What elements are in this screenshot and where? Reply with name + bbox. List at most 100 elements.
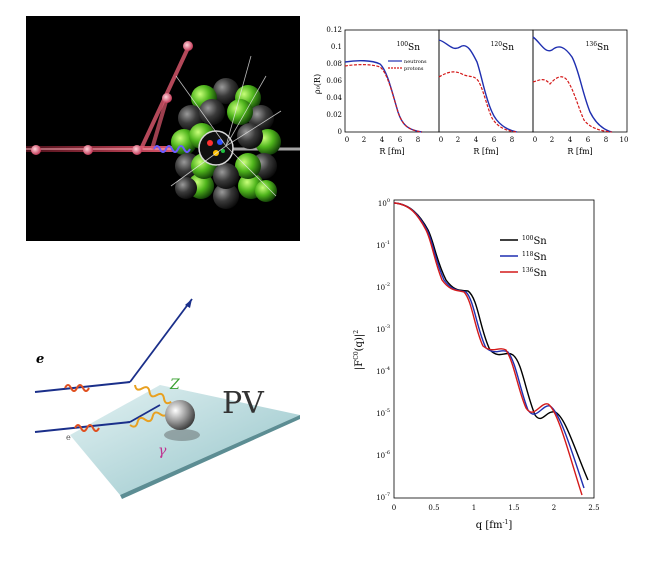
density-label-100: 100Sn [397,41,421,53]
ff-curve-100 [393,202,589,481]
ff-legend-label-118: 118Sn [522,251,547,263]
ff-curve-118 [393,202,585,489]
density-label-136: 136Sn [586,41,610,53]
ff-ylabel: |FC0(q)|2 [353,330,365,370]
gamma-wave [129,411,169,428]
legend-neutron-label: neutrons [404,59,427,65]
svg-text:10-3: 10-3 [376,324,390,334]
ff-curve-136 [393,202,583,496]
density-frame-2 [438,29,534,133]
svg-text:4: 4 [474,136,479,144]
quark-red [207,140,213,146]
quark-blue [217,139,223,145]
z-label: Z [169,377,180,393]
svg-text:0: 0 [439,136,443,144]
density-xlabel-3: R [fm] [567,147,592,156]
electron-label-2: e [66,433,71,442]
ff-legend-label-136: 136Sn [522,267,547,279]
electron-label: e [36,352,44,367]
density-plots: ρ₀(R) 0 0.02 0.04 0.06 0.08 0.1 0.12 100… [312,22,634,162]
svg-text:2: 2 [552,504,556,512]
pv-diagram: e e Z γ PV [30,285,310,500]
svg-text:6: 6 [398,136,403,144]
svg-text:0: 0 [392,504,396,512]
density-frame-3 [532,29,628,133]
ytick-2: 0.04 [326,94,342,102]
ytick-0: 0 [338,128,342,136]
quark-green [221,149,225,153]
density-neutron-120 [438,39,518,133]
svg-text:2.5: 2.5 [588,504,599,512]
svg-text:4: 4 [568,136,573,144]
density-proton-120 [438,71,518,133]
svg-text:6: 6 [586,136,591,144]
electron-1 [31,145,41,155]
svg-text:4: 4 [380,136,385,144]
ff-legend-label-100: 100Sn [522,235,547,247]
density-svg: ρ₀(R) 0 0.02 0.04 0.06 0.08 0.1 0.12 100… [313,26,629,156]
nucleon-magnifier [198,130,234,166]
ytick-4: 0.08 [326,60,342,68]
ff-frame [393,199,595,499]
ff-xticks: 0 0.5 1 1.5 2 2.5 [392,504,600,512]
density-proton-136 [532,76,613,133]
density-xticks: 0 2 4 6 8 0 2 4 6 8 0 2 4 6 8 10 [345,136,629,144]
svg-text:0: 0 [345,136,349,144]
density-frame-1 [344,29,440,133]
svg-text:8: 8 [416,136,420,144]
svg-text:1.5: 1.5 [508,504,519,512]
electron-2 [83,145,93,155]
density-ylabel: ρ₀(R) [313,74,322,94]
density-proton-100 [344,64,423,133]
svg-text:2: 2 [456,136,460,144]
nucleus-illustration [26,16,300,241]
svg-text:10-4: 10-4 [376,366,390,376]
svg-text:8: 8 [604,136,608,144]
ytick-5: 0.1 [331,43,342,51]
outgoing-arrowhead [185,299,192,308]
spark-lines [170,55,282,197]
form-factor-plot: |FC0(q)|2 100 10-1 10-2 10-3 10-4 10-5 1… [350,190,610,535]
electron-spin-1 [64,384,90,392]
nucleus-artwork [26,41,300,209]
svg-text:10: 10 [620,136,629,144]
electron-3 [132,145,142,155]
pv-label: PV [222,386,265,421]
pv-svg: e e Z γ PV [34,298,300,499]
outgoing-electron-2 [129,404,161,423]
pv-plane [70,385,300,495]
svg-text:10-2: 10-2 [376,282,390,292]
photon-wave [153,145,191,153]
form-factor-svg: |FC0(q)|2 100 10-1 10-2 10-3 10-4 10-5 1… [353,198,600,531]
outgoing-electron [129,298,193,383]
density-yticks: 0 0.02 0.04 0.06 0.08 0.1 0.12 [326,26,342,136]
density-xlabel-2: R [fm] [473,147,498,156]
svg-text:10-5: 10-5 [376,408,390,418]
electron-4 [162,93,172,103]
density-label-120: 120Sn [491,41,515,53]
legend-proton-label: protons [404,66,424,72]
svg-text:6: 6 [492,136,497,144]
pv-plane-edge [120,415,300,499]
electron-5 [183,41,193,51]
sphere-shadow [164,429,200,441]
z-boson-wave [134,384,172,405]
ytick-1: 0.02 [326,111,342,119]
svg-text:10-6: 10-6 [376,450,390,460]
scattered-beam-2 [150,97,169,150]
svg-text:0: 0 [533,136,537,144]
svg-text:0.5: 0.5 [428,504,439,512]
svg-text:2: 2 [362,136,366,144]
gamma-label: γ [158,443,167,459]
density-xlabel-1: R [fm] [379,147,404,156]
svg-text:100: 100 [378,198,390,208]
svg-text:2: 2 [550,136,554,144]
ytick-6: 0.12 [326,26,342,34]
ff-legend: 100Sn 118Sn 136Sn [500,235,547,279]
target-nucleus [165,400,195,430]
svg-text:10-1: 10-1 [376,240,390,250]
svg-text:8: 8 [510,136,514,144]
density-neutron-136 [532,36,613,133]
electron-spin-2 [74,424,100,432]
ff-xlabel: q [fm-1] [476,519,513,531]
